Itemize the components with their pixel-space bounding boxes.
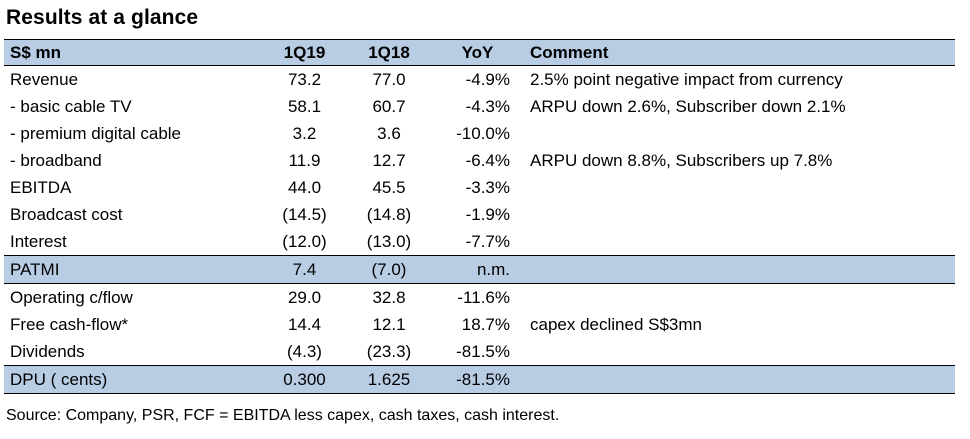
row-label: EBITDA — [10, 178, 72, 197]
results-table: S$ mn 1Q19 1Q18 YoY Comment Revenue 73.2… — [4, 39, 955, 394]
row-comment — [524, 120, 955, 147]
table-row-highlighted: DPU ( cents) 0.300 1.625 -81.5% — [4, 365, 955, 394]
row-label: - broadband — [10, 151, 102, 170]
table-row: Broadcast cost (14.5) (14.8) -1.9% — [4, 201, 955, 228]
row-1q19: 0.300 — [262, 365, 347, 394]
row-1q18: 3.6 — [377, 124, 401, 143]
row-yoy: -81.5% — [456, 342, 510, 361]
page-title: Results at a glance — [6, 6, 199, 29]
header-comment: Comment — [524, 39, 955, 66]
row-yoy: -3.3% — [465, 178, 510, 197]
row-1q19: (14.5) — [282, 205, 327, 224]
row-1q19: 58.1 — [287, 97, 322, 116]
row-yoy: -4.9% — [465, 70, 510, 89]
row-1q18: 32.8 — [347, 283, 431, 311]
table-row: - premium digital cable 3.2 3.6 -10.0% — [4, 120, 955, 147]
row-comment — [524, 255, 955, 284]
row-label: Dividends — [10, 342, 85, 361]
row-label: DPU ( cents) — [4, 365, 262, 394]
row-1q19: 11.9 — [288, 151, 321, 170]
row-1q19: 44.0 — [287, 178, 322, 197]
row-label: - premium digital cable — [10, 124, 182, 143]
row-yoy: 18.7% — [461, 315, 510, 334]
row-1q19: (12.0) — [282, 232, 327, 251]
table-row: EBITDA 44.0 45.5 -3.3% — [4, 174, 955, 201]
row-comment — [524, 338, 955, 366]
row-label: Operating c/flow — [4, 283, 262, 311]
header-1q19: 1Q19 — [262, 39, 347, 66]
row-1q18: 60.7 — [372, 97, 406, 116]
row-yoy: -6.4% — [465, 151, 510, 170]
source-note: Source: Company, PSR, FCF = EBITDA less … — [6, 407, 560, 424]
table-row: - basic cable TV 58.1 60.7 -4.3% ARPU do… — [4, 93, 955, 120]
row-1q19: 73.2 — [287, 70, 322, 89]
row-1q18: (14.8) — [366, 205, 412, 224]
row-yoy: -4.3% — [465, 97, 510, 116]
table-row-highlighted: PATMI 7.4 (7.0) n.m. — [4, 255, 955, 284]
row-comment: ARPU down 8.8%, Subscribers up 7.8% — [530, 151, 833, 170]
header-label: S$ mn — [4, 39, 262, 66]
row-label: Interest — [10, 232, 67, 251]
row-label: Revenue — [10, 70, 79, 89]
table-row: Dividends (4.3) (23.3) -81.5% — [4, 338, 955, 366]
table-row: - broadband 11.9 12.7 -6.4% ARPU down 8.… — [4, 147, 955, 174]
row-1q18: 1.625 — [347, 365, 431, 394]
row-1q18: (13.0) — [366, 232, 412, 251]
row-1q18: (23.3) — [366, 342, 412, 361]
row-comment: ARPU down 2.6%, Subscriber down 2.1% — [530, 97, 846, 116]
row-1q18: 77.0 — [372, 70, 406, 89]
row-label: Free cash-flow* — [10, 315, 129, 334]
row-comment — [524, 174, 955, 201]
row-comment — [524, 365, 955, 394]
row-1q19: 3.2 — [292, 124, 317, 143]
row-1q19: 7.4 — [262, 255, 347, 284]
row-comment: 2.5% point negative impact from currency — [530, 70, 843, 89]
row-yoy: -1.9% — [465, 205, 510, 224]
header-yoy: YoY — [431, 39, 524, 66]
table-row: Interest (12.0) (13.0) -7.7% — [4, 228, 955, 256]
row-1q18: 12.1 — [372, 315, 406, 334]
table-row: Operating c/flow 29.0 32.8 -11.6% — [4, 283, 955, 311]
row-1q19: (4.3) — [287, 342, 322, 361]
row-label: PATMI — [4, 255, 262, 284]
row-label: Broadcast cost — [10, 205, 123, 224]
row-yoy: -10.0% — [456, 124, 510, 143]
row-comment: capex declined S$3mn — [530, 315, 703, 334]
row-yoy: -11.6% — [431, 283, 524, 311]
row-comment — [524, 201, 955, 228]
table-row: Revenue 73.2 77.0 -4.9% 2.5% point negat… — [4, 66, 955, 94]
row-1q18: (7.0) — [347, 255, 431, 284]
row-yoy: -7.7% — [465, 232, 510, 251]
row-comment — [524, 283, 955, 311]
table-header-row: S$ mn 1Q19 1Q18 YoY Comment — [4, 39, 955, 66]
row-yoy: -81.5% — [431, 365, 524, 394]
row-1q19: 29.0 — [262, 283, 347, 311]
table-row: Free cash-flow* 14.4 12.1 18.7% capex de… — [4, 311, 955, 338]
row-1q19: 14.4 — [287, 315, 322, 334]
row-comment — [524, 228, 955, 256]
header-1q18: 1Q18 — [347, 39, 431, 66]
row-1q18: 45.5 — [372, 178, 406, 197]
row-label: - basic cable TV — [10, 97, 132, 116]
row-1q18: 12.7 — [372, 151, 406, 170]
row-yoy: n.m. — [431, 255, 524, 284]
